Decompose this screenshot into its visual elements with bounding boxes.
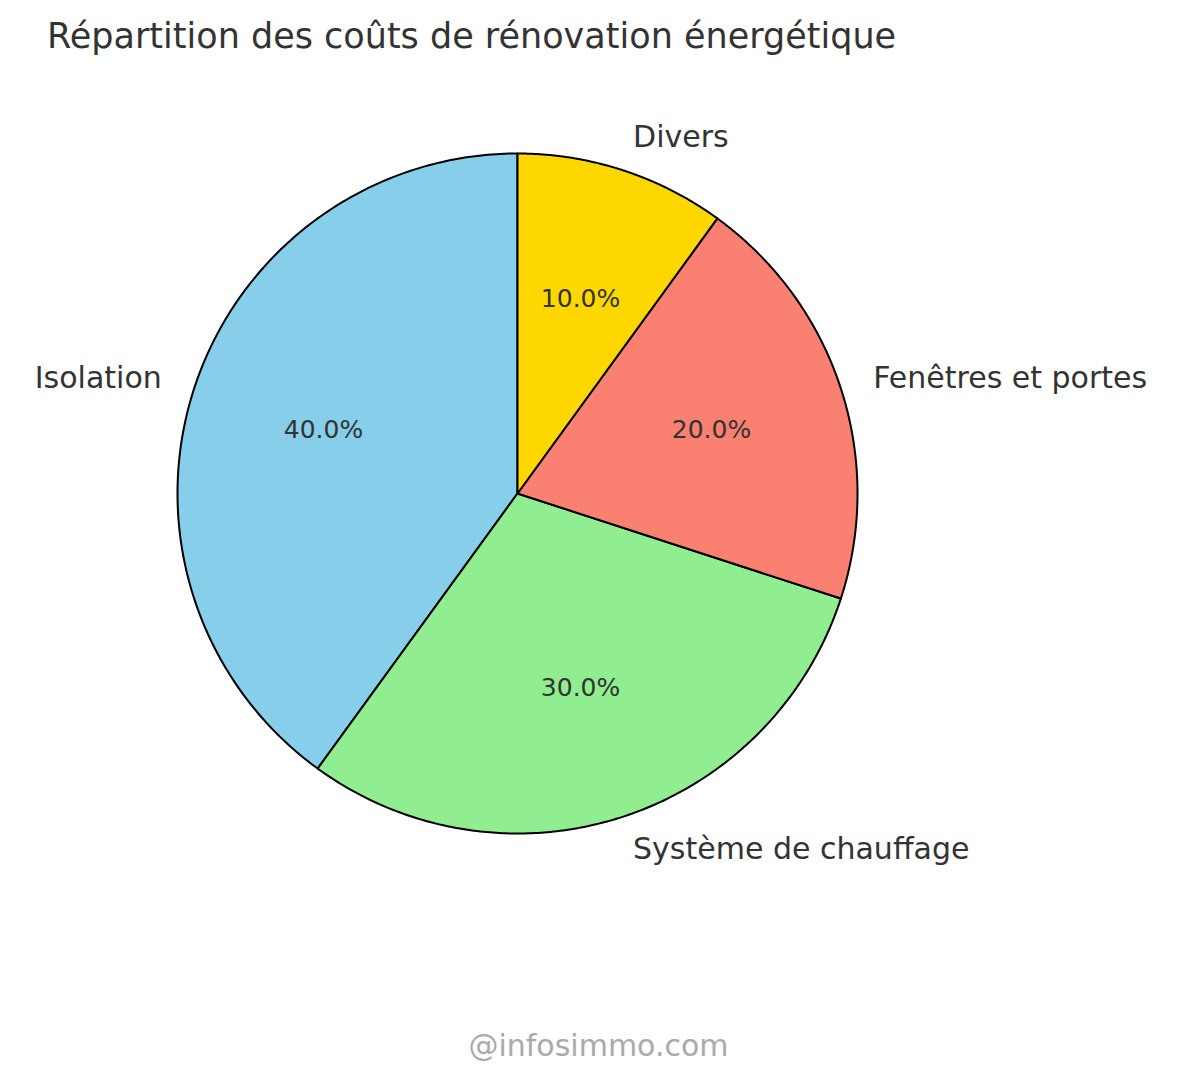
html-text:@infosimmo.com: @infosimmo.com (468, 1028, 729, 1063)
svg-text:Isolation: Isolation (35, 360, 162, 395)
svg-text:Système de chauffage: Système de chauffage (633, 831, 969, 866)
svg-text:40.0%: 40.0% (284, 415, 363, 444)
svg-text:20.0%: 20.0% (672, 415, 751, 444)
html-text:Répartition des coûts de rénov: Répartition des coûts de rénovation éner… (47, 16, 897, 56)
svg-text:Fenêtres et portes: Fenêtres et portes (873, 360, 1147, 395)
svg-text:30.0%: 30.0% (541, 673, 620, 702)
svg-text:Divers: Divers (633, 119, 729, 154)
svg-text:10.0%: 10.0% (541, 284, 620, 313)
